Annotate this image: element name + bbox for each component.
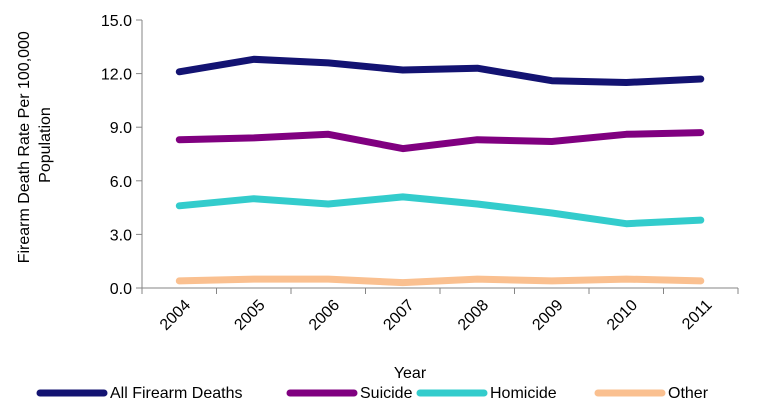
x-tick-label: 2011 (679, 297, 715, 333)
legend: All Firearm Deaths Suicide Homicide Other (36, 385, 709, 402)
x-tick-label: 2007 (380, 297, 417, 334)
series-line (175, 275, 705, 287)
legend-label: Homicide (490, 385, 557, 402)
axes (136, 19, 739, 294)
series-line (175, 129, 705, 153)
series-lines (175, 55, 705, 287)
y-tick-label: 6.0 (110, 174, 132, 191)
x-axis-title: Year (394, 365, 427, 382)
y-axis-title-line-2: Population (37, 107, 54, 183)
x-tick-label: 2005 (231, 297, 268, 334)
x-tick-label: 2006 (306, 297, 343, 334)
y-tick-label: 12.0 (101, 67, 132, 84)
legend-label: Suicide (360, 385, 413, 402)
x-tick-label: 2010 (604, 297, 641, 334)
legend-label: All Firearm Deaths (110, 385, 242, 402)
y-tick-label: 15.0 (101, 13, 132, 30)
y-axis-title-line-1: Firearm Death Rate Per 100,000 (16, 31, 33, 263)
y-tick-label: 3.0 (110, 227, 132, 244)
series-line (175, 193, 705, 228)
series-line (175, 55, 705, 86)
y-tick-label: 0.0 (110, 281, 132, 298)
x-tick-label: 2009 (529, 297, 566, 334)
y-tick-label: 9.0 (110, 120, 132, 137)
x-tick-label: 2008 (455, 297, 492, 334)
y-axis-title: Firearm Death Rate Per 100,000 Populatio… (16, 27, 54, 264)
x-tick-label: 2004 (157, 297, 194, 334)
legend-label: Other (668, 385, 709, 402)
